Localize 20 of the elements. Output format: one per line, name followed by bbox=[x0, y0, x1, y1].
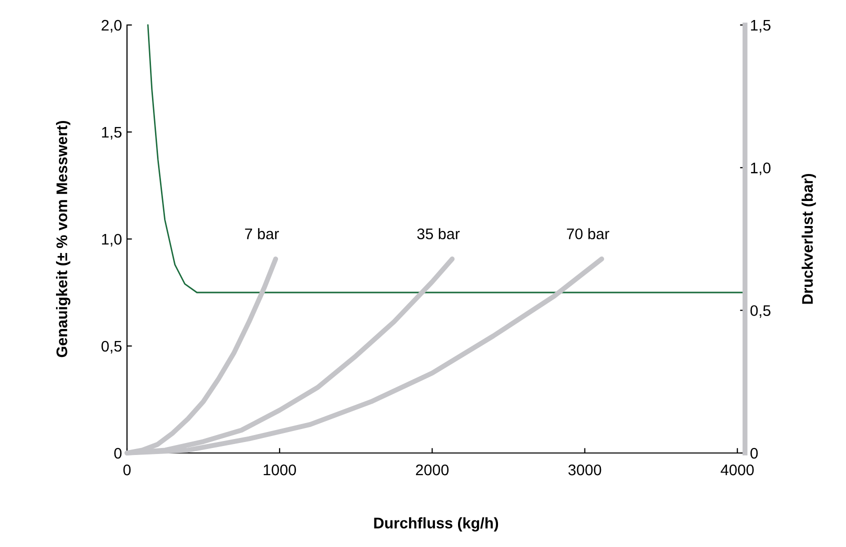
y2-tick-label: 0 bbox=[750, 448, 758, 459]
x-tick-label: 2000 bbox=[416, 464, 449, 476]
y2-axis-title: Druckverlust (bar) bbox=[802, 174, 816, 304]
y2-tick-label: 1,5 bbox=[751, 20, 770, 32]
x-tick-label: 4000 bbox=[720, 464, 754, 476]
y-tick-label: 1,0 bbox=[102, 234, 122, 246]
y-tick-label: 2,0 bbox=[102, 20, 122, 32]
y2-tick-label: 1,0 bbox=[751, 162, 770, 176]
series-label: 35 bar bbox=[417, 228, 460, 240]
x-tick-label: 1000 bbox=[264, 464, 296, 476]
y-tick-label: 0 bbox=[114, 448, 122, 459]
x-tick-label: 0 bbox=[123, 464, 131, 476]
x-axis-title: Durchfluss (kg/h) bbox=[374, 517, 498, 532]
x-tick-label: 3000 bbox=[568, 464, 602, 476]
y-axis-title: Genauigkeit (± % vom Messwert) bbox=[56, 120, 70, 358]
series-label: 7 bar bbox=[245, 228, 279, 240]
series-label: 70 bar bbox=[566, 228, 610, 240]
y2-tick-label: 0,5 bbox=[750, 305, 770, 318]
y-tick-label: 1,5 bbox=[102, 127, 122, 140]
y-tick-label: 0,5 bbox=[102, 340, 122, 354]
